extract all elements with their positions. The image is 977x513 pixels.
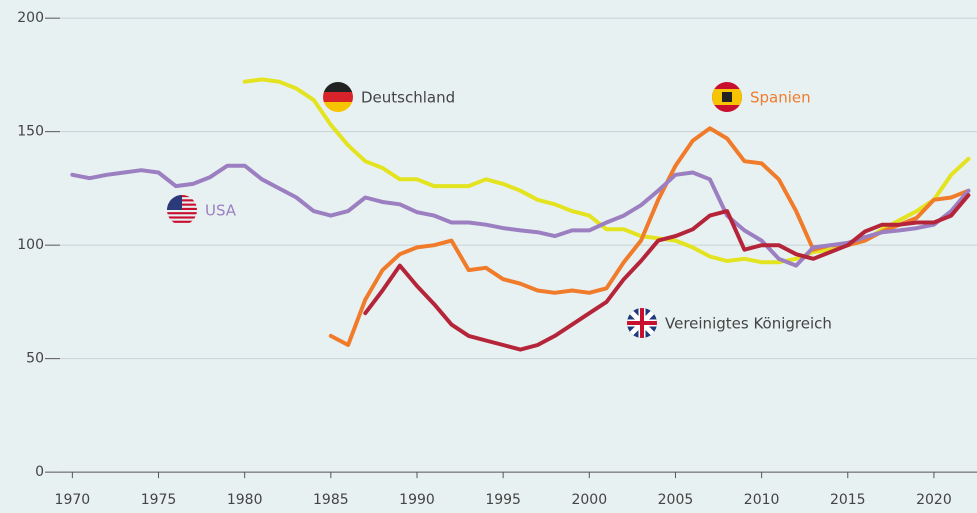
series-label: Spanien [750, 89, 811, 107]
series-line [363, 193, 971, 352]
flag-stripe [323, 102, 353, 112]
flag-icon [167, 195, 197, 223]
flag-icon [323, 82, 353, 112]
series-label: Vereinigtes Königreich [665, 315, 832, 333]
series-label: Deutschland [361, 89, 455, 107]
series-line [328, 126, 971, 347]
x-tick-label: 1995 [485, 492, 521, 508]
flag-icon [627, 308, 657, 338]
series-label: USA [205, 202, 237, 220]
y-tick-label: 50 [26, 351, 44, 367]
flag-stripe [323, 82, 353, 92]
series-line [70, 163, 971, 268]
y-tick-label: 150 [17, 124, 44, 140]
flag-icon [712, 82, 742, 112]
flag-stripe [167, 212, 197, 215]
y-tick-label: 100 [17, 237, 44, 253]
x-tick-label: 2000 [571, 492, 607, 508]
x-tick-label: 1980 [227, 492, 263, 508]
flag-stripe [167, 220, 197, 223]
flag-cross [627, 308, 657, 338]
x-tick-label: 2015 [830, 492, 866, 508]
x-tick-label: 1975 [141, 492, 177, 508]
x-tick-label: 2010 [744, 492, 780, 508]
flag-stripe [167, 216, 197, 219]
x-tick-label: 1990 [399, 492, 435, 508]
flag-canton [167, 195, 182, 210]
flag-emblem [722, 92, 732, 102]
x-tick-label: 2020 [916, 492, 952, 508]
x-tick-label: 1985 [313, 492, 349, 508]
flag-stripe [323, 92, 353, 102]
y-tick-label: 200 [17, 10, 44, 26]
y-tick-label: 0 [35, 464, 44, 480]
x-tick-label: 2005 [658, 492, 694, 508]
x-tick-label: 1970 [55, 492, 91, 508]
